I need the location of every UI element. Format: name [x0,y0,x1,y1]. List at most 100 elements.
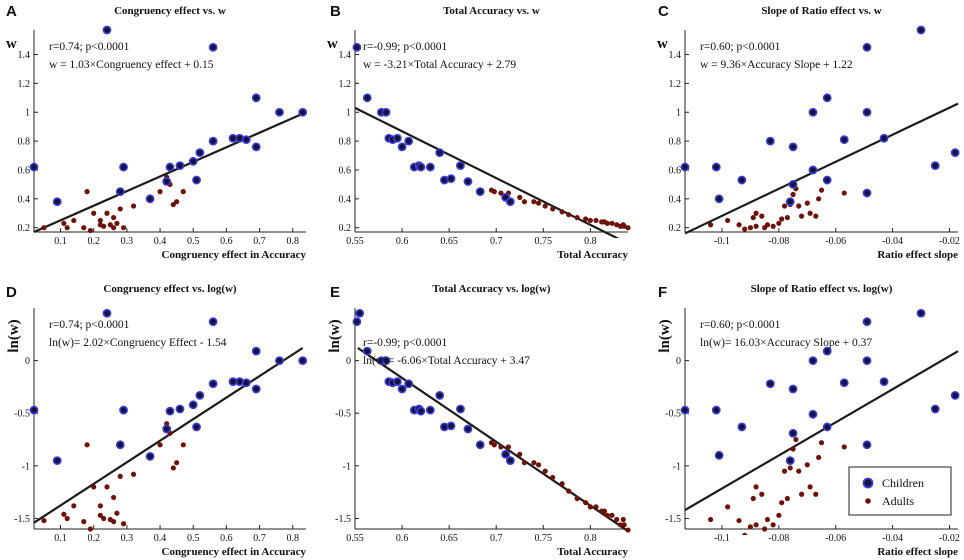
y-tick-label: 0.2 [669,223,682,234]
child-point [241,378,251,388]
adult-point [170,465,176,471]
plot-area [29,308,308,532]
child-point [52,197,62,207]
child-point [879,133,889,143]
adult-point [816,454,822,461]
adult-point [101,515,107,522]
child-point [208,136,218,146]
adult-point [764,516,771,523]
x-axis-label: Ratio effect slope [877,249,958,261]
adult-point [61,220,67,226]
x-axis-label: Congruency effect in Accuracy [162,546,307,558]
adult-point [61,511,67,517]
child-point [714,194,724,204]
child-point [505,456,515,465]
x-tick-label: 0.6 [396,236,409,247]
adult-point [111,494,117,501]
adult-point [87,526,93,532]
annotation: ln(w)= 16.03×Accuracy Slope + 0.37 [700,337,872,349]
adult-point [574,214,580,221]
child-point [765,379,775,389]
child-point [228,377,238,387]
chart-title: Congruency effect vs. w [114,5,226,17]
x-tick-label: 0.7 [490,236,503,247]
x-tick-label: 0.4 [154,236,167,247]
adult-point [762,526,768,532]
child-point [808,356,818,366]
x-tick-label: 0.55 [346,533,364,544]
child-point [355,308,365,318]
plot-area [29,25,308,234]
adult-point [620,516,626,523]
x-tick-label: -0.06 [825,236,846,247]
child-point [822,175,832,185]
adult-point [117,206,123,212]
child-point [808,165,818,175]
adult-point [91,484,97,490]
legend-adults-marker [865,498,871,504]
adult-point [753,484,759,490]
adult-point [601,219,608,225]
child-point [505,197,515,207]
child-point [208,317,218,327]
adult-point [753,210,759,216]
adult-point [725,504,731,510]
adult-point [818,187,825,193]
child-point [737,175,747,185]
child-point [950,148,960,158]
adult-point [101,223,107,229]
adult-point [776,220,782,226]
child-point [788,428,798,438]
adult-point [790,446,796,452]
regression-line [357,347,629,533]
child-point [404,136,414,146]
x-tick-label: 0.75 [535,533,553,544]
adult-point [841,190,847,196]
y-tick-label: 0.6 [18,165,31,176]
panel-label: E [330,284,340,301]
child-point [808,107,818,117]
regression-line [684,350,959,512]
child-point [463,424,473,434]
plot-area [352,42,631,238]
y-tick-label: 1.4 [669,50,682,61]
adult-point [813,213,819,219]
adult-point [609,512,615,518]
child-point [102,308,112,318]
adult-point [807,210,813,216]
child-point [862,440,872,450]
child-point [711,162,721,172]
adult-point [130,203,137,209]
y-tick-label: 0.4 [339,194,352,205]
child-point [416,162,426,172]
adult-point [491,189,497,195]
annotation: w = -3.21×Total Accuracy + 2.79 [363,59,516,71]
child-point [362,346,372,356]
child-point [822,346,832,356]
annotation: ln(w)= -6.06×Total Accuracy + 3.47 [363,355,530,367]
y-tick-label: 0.6 [669,165,682,176]
child-point [275,356,284,366]
child-point [188,400,198,410]
child-point [862,188,872,198]
adult-point [84,189,90,195]
adult-point [97,217,103,224]
child-point [352,317,362,327]
adult-point [742,532,748,535]
y-axis-label: w [327,36,338,52]
adult-point [784,214,790,221]
plot-area [680,25,960,235]
adult-point [753,223,759,229]
child-point [381,107,391,117]
child-point [446,174,456,184]
adult-point [625,225,631,231]
adult-point [550,474,556,481]
adult-point [84,442,90,448]
child-point [251,346,261,356]
x-tick-label: -0.08 [768,236,789,247]
child-point [175,161,185,171]
x-tick-label: 0.3 [121,533,134,544]
x-tick-label: 0.6 [220,236,233,247]
x-axis-label: Total Accuracy [557,546,628,558]
